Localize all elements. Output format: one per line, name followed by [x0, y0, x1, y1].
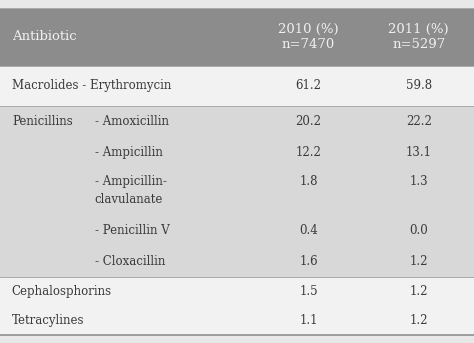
- Text: 61.2: 61.2: [296, 79, 321, 92]
- Text: 1.6: 1.6: [299, 255, 318, 268]
- Text: - Ampicillin-: - Ampicillin-: [95, 175, 167, 188]
- Text: 0.0: 0.0: [410, 224, 428, 237]
- Text: Antibiotic: Antibiotic: [12, 31, 76, 44]
- Bar: [0, 106, 474, 277]
- Text: Macrolides - Erythromycin: Macrolides - Erythromycin: [12, 79, 171, 92]
- Text: 2010 (%)
n=7470: 2010 (%) n=7470: [278, 23, 339, 51]
- Bar: [0, 8, 474, 66]
- Text: clavulanate: clavulanate: [95, 193, 163, 206]
- Text: 1.5: 1.5: [299, 285, 318, 298]
- Text: 13.1: 13.1: [406, 146, 432, 159]
- Text: 1.2: 1.2: [410, 285, 428, 298]
- Text: 1.3: 1.3: [410, 175, 428, 188]
- Text: 59.8: 59.8: [406, 79, 432, 92]
- Bar: [0, 66, 474, 106]
- Text: 0.4: 0.4: [299, 224, 318, 237]
- Text: - Ampicillin: - Ampicillin: [95, 146, 163, 159]
- Text: 1.1: 1.1: [299, 314, 318, 327]
- Text: Penicillins: Penicillins: [12, 115, 73, 128]
- Text: Tetracylines: Tetracylines: [12, 314, 84, 327]
- Text: 22.2: 22.2: [406, 115, 432, 128]
- Bar: [0, 277, 474, 306]
- Text: Cephalosphorins: Cephalosphorins: [12, 285, 112, 298]
- Text: 1.8: 1.8: [299, 175, 318, 188]
- Text: 12.2: 12.2: [296, 146, 321, 159]
- Text: - Penicillin V: - Penicillin V: [95, 224, 170, 237]
- Text: - Cloxacillin: - Cloxacillin: [95, 255, 165, 268]
- Bar: [0, 306, 474, 335]
- Text: - Amoxicillin: - Amoxicillin: [95, 115, 169, 128]
- Text: 1.2: 1.2: [410, 255, 428, 268]
- Text: 2011 (%)
n=5297: 2011 (%) n=5297: [389, 23, 449, 51]
- Text: 1.2: 1.2: [410, 314, 428, 327]
- Text: 20.2: 20.2: [296, 115, 321, 128]
